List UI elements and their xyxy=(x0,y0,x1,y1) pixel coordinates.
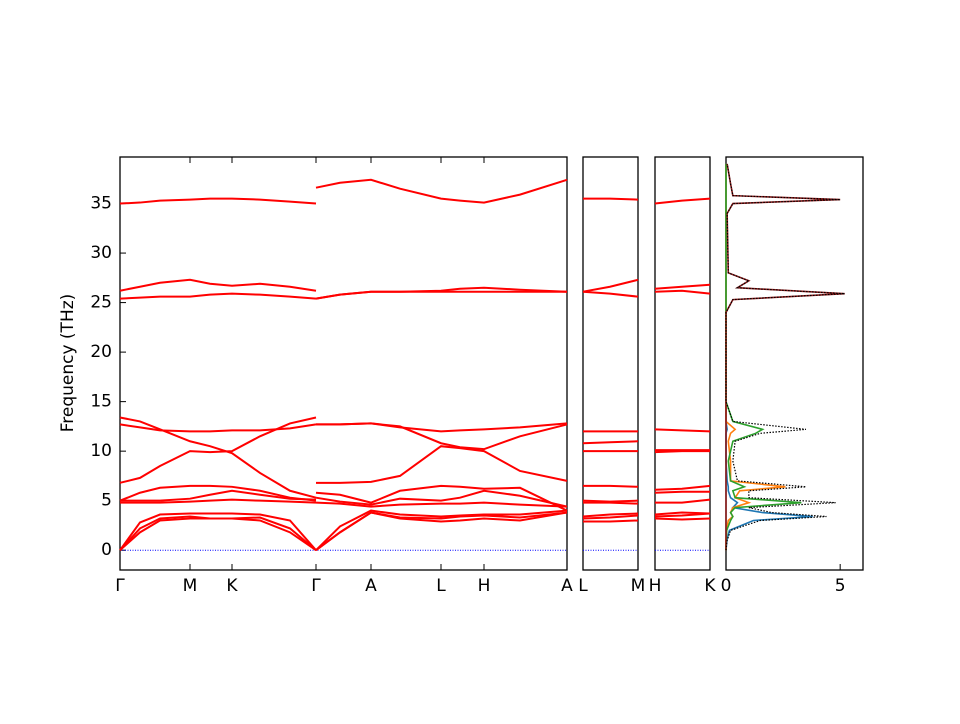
dos-curve xyxy=(725,163,786,551)
band xyxy=(315,484,568,512)
band xyxy=(654,450,710,454)
x-tick-label: M xyxy=(631,576,646,596)
band xyxy=(119,423,317,433)
band xyxy=(315,286,568,300)
y-tick-label: 0 xyxy=(101,540,112,560)
band xyxy=(583,197,639,201)
band xyxy=(654,197,711,205)
y-tick-label: 10 xyxy=(90,441,112,461)
band xyxy=(315,501,568,508)
y-tick-label: 15 xyxy=(90,392,112,412)
x-tick-label: A xyxy=(561,576,573,596)
x-tick-label: L xyxy=(578,576,588,596)
band xyxy=(654,511,711,516)
plot-frame xyxy=(654,156,711,571)
band xyxy=(315,178,568,204)
y-tick-label: 20 xyxy=(90,342,112,362)
band xyxy=(119,484,317,502)
plot-frame xyxy=(119,156,568,571)
band xyxy=(582,440,639,445)
band xyxy=(654,484,711,491)
x-tick-label: K xyxy=(226,576,238,596)
band xyxy=(316,422,568,433)
plot-frame xyxy=(582,156,639,571)
band xyxy=(316,445,568,484)
band xyxy=(654,289,711,295)
band xyxy=(315,489,568,508)
band xyxy=(654,428,711,433)
band xyxy=(119,197,317,205)
x-tick-label: H xyxy=(649,576,662,596)
dos-curve xyxy=(725,163,802,551)
dos-curve xyxy=(725,163,845,551)
band xyxy=(119,416,317,499)
band xyxy=(582,278,639,293)
band xyxy=(119,515,317,551)
y-tick-label: 5 xyxy=(101,491,112,511)
x-tick-label: 5 xyxy=(835,576,846,596)
dos-curve xyxy=(725,163,845,551)
x-tick-label: Γ xyxy=(115,576,125,596)
band xyxy=(654,283,711,290)
band xyxy=(583,519,639,523)
x-tick-label: L xyxy=(436,576,446,596)
band xyxy=(654,490,710,494)
band xyxy=(120,498,317,504)
x-tick-label: A xyxy=(365,576,377,596)
band xyxy=(583,501,639,505)
band xyxy=(119,278,317,292)
band xyxy=(119,416,317,484)
band xyxy=(582,499,639,503)
band xyxy=(119,512,317,551)
x-tick-label: H xyxy=(478,576,491,596)
plot-frame xyxy=(725,156,864,571)
x-tick-label: Γ xyxy=(311,576,321,596)
band xyxy=(583,484,639,488)
band xyxy=(582,512,639,518)
band xyxy=(315,511,568,551)
x-tick-label: 0 xyxy=(721,576,732,596)
y-tick-label: 35 xyxy=(90,194,112,214)
band xyxy=(119,292,317,300)
x-tick-label: K xyxy=(704,576,716,596)
band xyxy=(120,489,317,502)
y-tick-label: 30 xyxy=(90,243,112,263)
y-axis-label: Frequency (THz) xyxy=(58,294,78,433)
band xyxy=(582,290,639,298)
x-tick-label: M xyxy=(183,576,198,596)
band xyxy=(315,509,568,551)
band xyxy=(654,517,711,521)
band xyxy=(655,498,711,504)
y-tick-label: 25 xyxy=(90,293,112,313)
band xyxy=(582,514,639,520)
